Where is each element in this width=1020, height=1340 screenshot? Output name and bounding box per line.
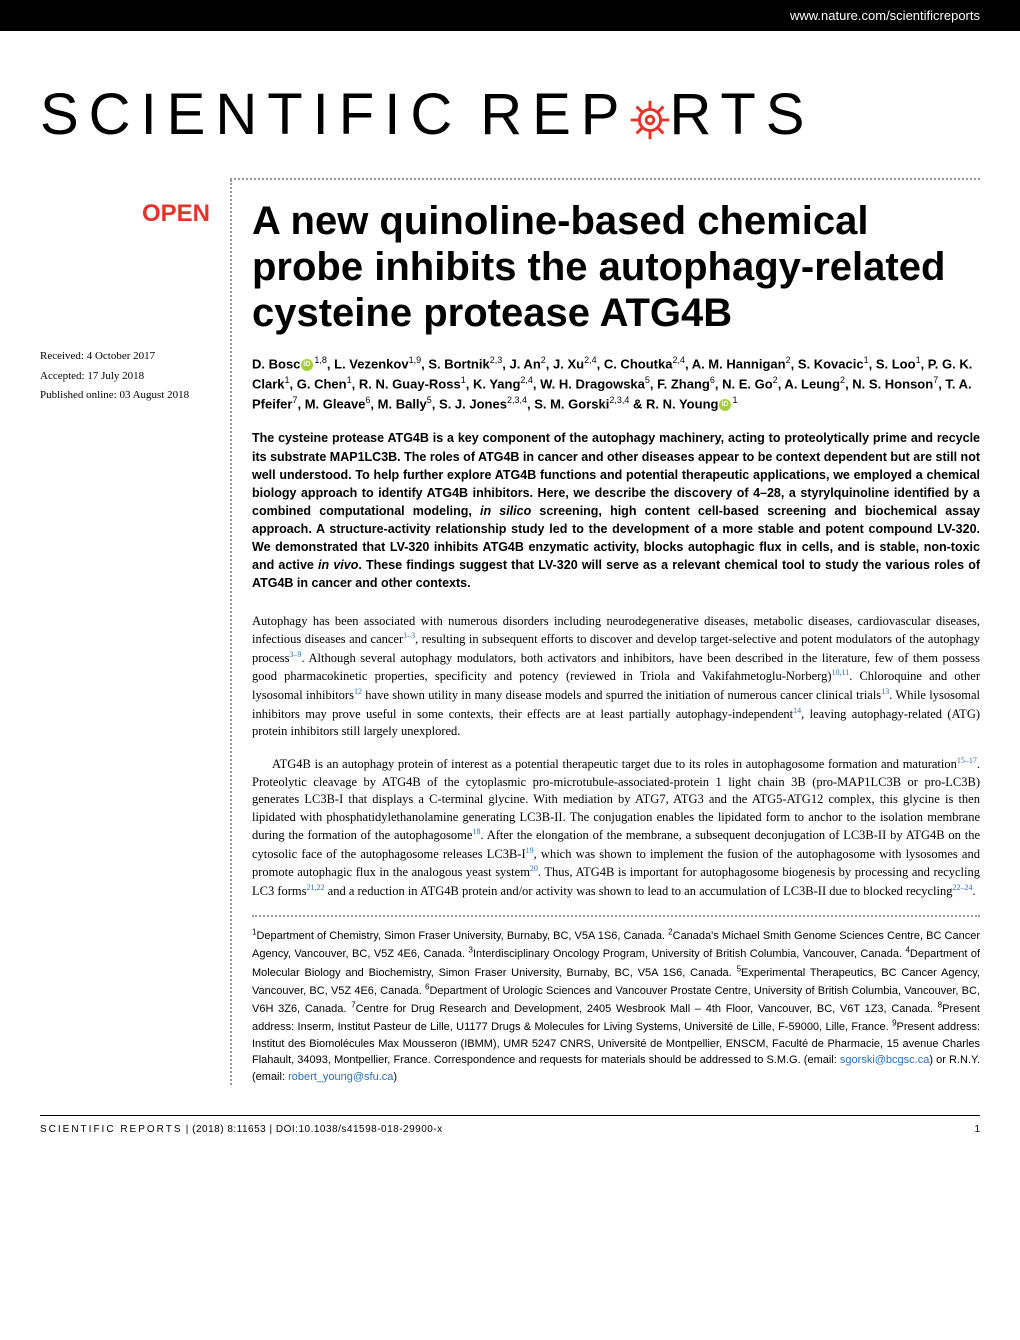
- orcid-icon[interactable]: [301, 359, 313, 371]
- main-content: OPEN Received: 4 October 2017 Accepted: …: [0, 180, 1020, 1085]
- ref-link[interactable]: 15–17: [957, 756, 977, 765]
- logo-text-3: RTS: [670, 81, 815, 148]
- orcid-icon[interactable]: [719, 399, 731, 411]
- logo-text-2: REP: [480, 81, 629, 148]
- ref-link[interactable]: 19: [526, 846, 534, 855]
- ref-link[interactable]: 21,22: [307, 883, 325, 892]
- journal-logo: SCIENTIFIC REP RTS: [40, 81, 980, 148]
- email-link[interactable]: robert_young@sfu.ca: [288, 1071, 393, 1083]
- header-bar: www.nature.com/scientificreports: [0, 0, 1020, 31]
- abstract: The cysteine protease ATG4B is a key com…: [252, 429, 980, 592]
- body-text: .: [972, 884, 975, 898]
- divider: [252, 915, 980, 917]
- article-title: A new quinoline-based chemical probe inh…: [252, 198, 980, 336]
- footer-citation-text: | (2018) 8:11653 | DOI:10.1038/s41598-01…: [183, 1124, 443, 1135]
- footer: SCIENTIFIC REPORTS | (2018) 8:11653 | DO…: [40, 1115, 980, 1155]
- date-published: Published online: 03 August 2018: [40, 387, 210, 405]
- open-access-badge: OPEN: [40, 200, 210, 228]
- footer-journal: SCIENTIFIC REPORTS: [40, 1124, 183, 1135]
- date-accepted: Accepted: 17 July 2018: [40, 368, 210, 386]
- article-body: A new quinoline-based chemical probe inh…: [230, 180, 980, 1085]
- affiliations-text: 1Department of Chemistry, Simon Fraser U…: [252, 930, 980, 1066]
- ref-link[interactable]: 14: [793, 706, 801, 715]
- body-paragraph-2: ATG4B is an autophagy protein of interes…: [252, 755, 980, 901]
- authors-list: D. Bosc1,8, L. Vezenkov1,9, S. Bortnik2,…: [252, 354, 980, 413]
- ref-link[interactable]: 20: [530, 864, 538, 873]
- left-sidebar: OPEN Received: 4 October 2017 Accepted: …: [40, 180, 230, 1085]
- logo-text-1: SCIENTIFIC: [40, 81, 462, 148]
- body-text: and a reduction in ATG4B protein and/or …: [325, 884, 953, 898]
- ref-link[interactable]: 1–3: [403, 631, 415, 640]
- body-text: have shown utility in many disease model…: [362, 688, 881, 702]
- body-text: ATG4B is an autophagy protein of interes…: [272, 757, 957, 771]
- ref-link[interactable]: 3–9: [290, 650, 302, 659]
- affiliations-text: ): [393, 1071, 397, 1083]
- header-url[interactable]: www.nature.com/scientificreports: [790, 8, 980, 23]
- email-link[interactable]: sgorski@bcgsc.ca: [840, 1054, 929, 1066]
- page-number: 1: [974, 1124, 980, 1135]
- ref-link[interactable]: 12: [354, 687, 362, 696]
- gear-icon: [626, 91, 674, 139]
- publication-dates: Received: 4 October 2017 Accepted: 17 Ju…: [40, 348, 210, 405]
- ref-link[interactable]: 10,11: [832, 668, 850, 677]
- logo-section: SCIENTIFIC REP RTS: [0, 31, 1020, 178]
- ref-link[interactable]: 13: [881, 687, 889, 696]
- body-paragraph-1: Autophagy has been associated with numer…: [252, 613, 980, 741]
- footer-citation: SCIENTIFIC REPORTS | (2018) 8:11653 | DO…: [40, 1124, 443, 1135]
- affiliations: 1Department of Chemistry, Simon Fraser U…: [252, 927, 980, 1085]
- ref-link[interactable]: 22–24: [952, 883, 972, 892]
- date-received: Received: 4 October 2017: [40, 348, 210, 366]
